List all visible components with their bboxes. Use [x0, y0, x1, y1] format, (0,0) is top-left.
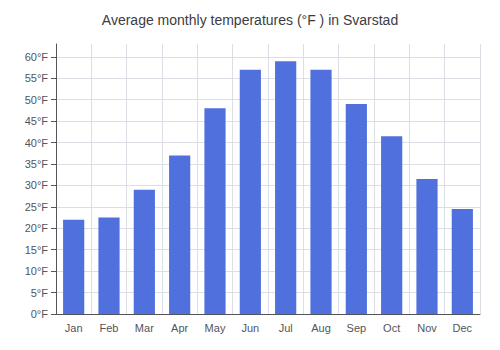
svg-text:May: May	[205, 322, 226, 334]
svg-text:5°F: 5°F	[31, 287, 49, 299]
svg-text:25°F: 25°F	[25, 201, 49, 213]
svg-text:Feb: Feb	[100, 322, 119, 334]
svg-text:Average monthly temperatures (: Average monthly temperatures (°F ) in Sv…	[102, 12, 398, 28]
svg-text:50°F: 50°F	[25, 94, 49, 106]
svg-text:60°F: 60°F	[25, 51, 49, 63]
svg-text:Jun: Jun	[241, 322, 259, 334]
svg-text:15°F: 15°F	[25, 244, 49, 256]
svg-text:55°F: 55°F	[25, 72, 49, 84]
svg-text:Jul: Jul	[279, 322, 293, 334]
svg-text:10°F: 10°F	[25, 265, 49, 277]
svg-text:Apr: Apr	[171, 322, 188, 334]
svg-text:40°F: 40°F	[25, 137, 49, 149]
svg-text:20°F: 20°F	[25, 222, 49, 234]
svg-text:35°F: 35°F	[25, 158, 49, 170]
svg-text:Mar: Mar	[135, 322, 154, 334]
svg-text:Jan: Jan	[65, 322, 83, 334]
svg-text:45°F: 45°F	[25, 115, 49, 127]
svg-text:Oct: Oct	[383, 322, 400, 334]
svg-text:30°F: 30°F	[25, 179, 49, 191]
svg-text:0°F: 0°F	[31, 308, 49, 320]
svg-text:Dec: Dec	[453, 322, 473, 334]
svg-text:Sep: Sep	[347, 322, 367, 334]
svg-text:Nov: Nov	[417, 322, 437, 334]
svg-text:Aug: Aug	[311, 322, 331, 334]
